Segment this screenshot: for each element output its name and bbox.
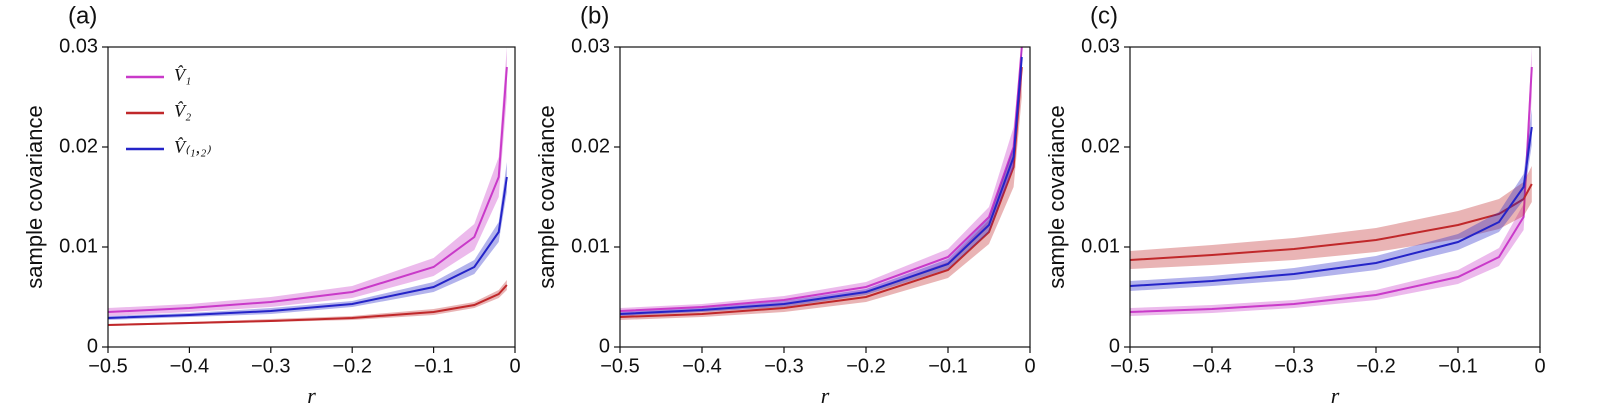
- confidence-band: [620, 47, 1022, 314]
- x-axis-label: r: [307, 383, 316, 408]
- legend-label: V̂₁: [174, 65, 191, 85]
- y-tick-label: 0.01: [571, 235, 610, 257]
- series-line: [619, 46, 1023, 312]
- y-axis-label: sample covariance: [534, 105, 559, 288]
- panel-label: (a): [68, 2, 97, 29]
- legend-label: V̂₂: [174, 101, 191, 121]
- series-line: [107, 176, 508, 319]
- x-tick-label: −0.5: [600, 355, 639, 377]
- plot-frame: [107, 46, 516, 348]
- x-tick-label: −0.4: [170, 355, 209, 377]
- x-tick-label: −0.3: [251, 355, 290, 377]
- y-tick-label: 0: [599, 335, 610, 357]
- confidence-band: [1130, 47, 1532, 316]
- panel-label: (b): [580, 2, 609, 29]
- x-tick-label: −0.2: [332, 355, 371, 377]
- y-tick-label: 0.03: [59, 35, 98, 57]
- plot-frame: [619, 46, 1031, 348]
- y-tick-label: 0.01: [59, 235, 98, 257]
- x-tick-label: −0.1: [414, 355, 453, 377]
- y-tick-label: 0: [1109, 335, 1120, 357]
- y-tick-label: 0: [87, 335, 98, 357]
- confidence-band: [1130, 109, 1532, 291]
- confidence-band: [620, 47, 1022, 316]
- x-tick-label: −0.5: [88, 355, 127, 377]
- series-line: [1129, 66, 1533, 313]
- legend-label: V̂₍₁,₂₎: [174, 137, 211, 157]
- x-tick-label: −0.3: [1274, 355, 1313, 377]
- confidence-band: [1130, 166, 1532, 269]
- x-tick-label: 0: [509, 355, 520, 377]
- x-tick-label: −0.4: [1192, 355, 1231, 377]
- y-tick-label: 0.02: [571, 135, 610, 157]
- series-line: [619, 66, 1023, 318]
- x-tick-label: −0.4: [682, 355, 721, 377]
- y-axis-label: sample covariance: [1044, 105, 1069, 288]
- x-tick-label: 0: [1024, 355, 1035, 377]
- plot-frame: [1129, 46, 1541, 348]
- confidence-band: [620, 47, 1022, 320]
- series-line: [107, 284, 508, 326]
- x-tick-label: −0.2: [1356, 355, 1395, 377]
- x-tick-label: −0.2: [846, 355, 885, 377]
- series-line: [1129, 126, 1533, 287]
- series-line: [107, 66, 508, 313]
- series-line: [619, 56, 1023, 315]
- y-tick-label: 0.03: [1081, 35, 1120, 57]
- x-tick-label: −0.1: [928, 355, 967, 377]
- series-line: [1129, 183, 1533, 261]
- x-axis-label: r: [821, 383, 830, 408]
- y-tick-label: 0.02: [1081, 135, 1120, 157]
- y-tick-label: 0.02: [59, 135, 98, 157]
- x-axis-label: r: [1331, 383, 1340, 408]
- y-axis-label: sample covariance: [22, 105, 47, 288]
- y-tick-label: 0.01: [1081, 235, 1120, 257]
- x-tick-label: −0.5: [1110, 355, 1149, 377]
- y-tick-label: 0.03: [571, 35, 610, 57]
- x-tick-label: 0: [1534, 355, 1545, 377]
- x-tick-label: −0.3: [764, 355, 803, 377]
- x-tick-label: −0.1: [1438, 355, 1477, 377]
- panel-label: (c): [1090, 2, 1118, 29]
